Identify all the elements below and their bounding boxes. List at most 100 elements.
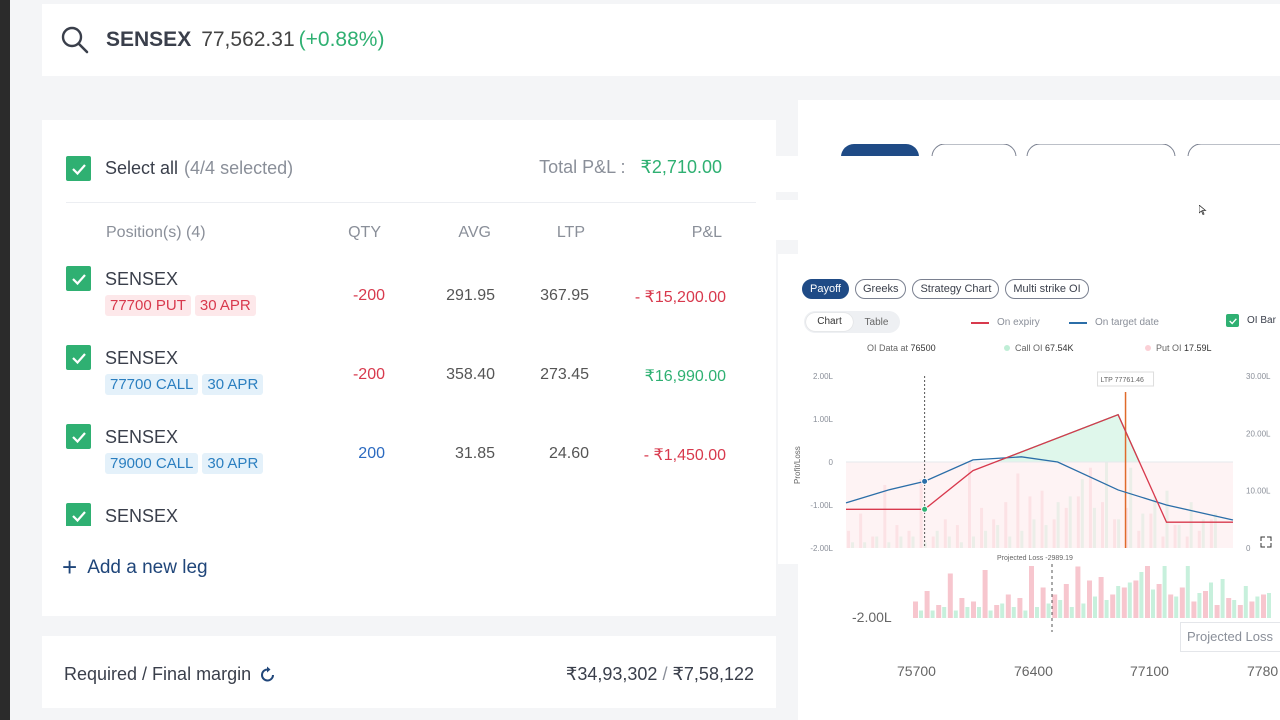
lower-put-bar — [1145, 566, 1150, 618]
total-pnl-label: Total P&L : — [539, 157, 626, 177]
lower-call-bar — [1023, 610, 1028, 618]
tab-payoff[interactable]: Payoff — [802, 279, 849, 299]
refresh-icon[interactable] — [259, 666, 277, 684]
profit-zone — [995, 414, 1140, 462]
qty-cell: 200 — [358, 445, 385, 462]
tab-greeks[interactable]: Greeks — [855, 279, 907, 299]
row-checkbox[interactable] — [66, 266, 91, 291]
lower-call-bar — [942, 607, 947, 618]
lower-put-bar — [1249, 601, 1255, 618]
lower-call-bar — [988, 610, 993, 618]
lower-call-bar — [1243, 586, 1248, 618]
lower-call-bar — [1267, 593, 1271, 618]
lower-call-bar — [1046, 603, 1051, 618]
lower-call-bar — [1255, 596, 1260, 618]
lower-put-bar — [1226, 598, 1232, 618]
lower-put-bar — [1214, 605, 1220, 618]
lower-x-tick: 76400 — [1014, 663, 1053, 679]
select-count: (4/4 selected) — [184, 158, 294, 178]
ltp-label: LTP 77761.46 — [1101, 377, 1144, 384]
margin-label: Required / Final margin — [64, 664, 277, 685]
tab-multi-strike-oi[interactable]: Multi strike OI — [1005, 279, 1089, 299]
strike-tag: 77700 PUT — [105, 295, 191, 316]
qty-cell: -200 — [352, 287, 385, 304]
y-tick-label: 0 — [829, 458, 834, 467]
final-margin: ₹7,58,122 — [672, 664, 754, 684]
ltp-cell: 24.60 — [548, 445, 589, 462]
lower-put-bar — [982, 570, 988, 618]
row-checkbox[interactable] — [66, 424, 91, 449]
avg-cell: 358.40 — [446, 366, 495, 383]
strike-tag: 79000 CALL — [105, 453, 199, 474]
lower-call-bar — [1197, 593, 1202, 618]
col-header-avg: AVG — [458, 224, 491, 241]
check-icon — [71, 431, 86, 443]
margin-separator: / — [662, 664, 668, 684]
ltp-label-box — [1097, 371, 1155, 387]
lower-put-bar — [1261, 594, 1266, 618]
position-row[interactable]: SENSEX 77700 PUT 30 APR -200 291.95 367.… — [66, 263, 756, 333]
margin-label-text: Required / Final margin — [64, 664, 252, 684]
lower-put-bar — [1098, 577, 1104, 618]
legend-on-target-date[interactable]: On target date — [1069, 317, 1159, 328]
payoff-chart[interactable]: 2.00L 1.00L 0 -1.00L -2.00L 30.00L 20.00L 10.0… — [778, 254, 1280, 564]
position-row[interactable]: SENSEX 77700 CALL 30 APR -200 358.40 273… — [66, 342, 756, 412]
lower-call-bar — [1151, 589, 1155, 618]
lower-call-bar — [1232, 600, 1237, 618]
view-toggle: Chart Table — [804, 311, 900, 333]
tab-strategy-chart[interactable]: Strategy Chart — [912, 279, 1000, 299]
expand-icon[interactable] — [1259, 535, 1273, 549]
lower-y-tick: -2.00L — [852, 609, 892, 625]
lower-put-bar — [1063, 584, 1069, 618]
lower-put-bar — [959, 598, 965, 618]
y2-tick-label: 30.00L — [1246, 372, 1271, 381]
window-edge — [0, 0, 10, 720]
qty-cell: -200 — [352, 366, 385, 383]
check-icon — [71, 352, 86, 364]
crosshair-point — [921, 505, 929, 513]
total-pnl-value: ₹2,710.00 — [640, 157, 722, 177]
y-tick-label: 1.00L — [813, 415, 834, 424]
call-oi-value: 67.54K — [1045, 343, 1074, 353]
lower-x-tick: 75700 — [897, 663, 936, 679]
lower-call-bar — [953, 610, 958, 618]
positions-card: Select all (4/4 selected) Total P&L : ₹2… — [42, 120, 776, 616]
instrument-header: SENSEX 77,562.31 (+0.88%) — [42, 4, 1280, 76]
select-all-row[interactable]: Select all (4/4 selected) — [66, 156, 293, 181]
lower-put-bar — [924, 591, 930, 618]
legend-on-expiry[interactable]: On expiry — [971, 317, 1040, 328]
avg-cell: 291.95 — [446, 287, 495, 304]
series-line-on-expiry — [846, 413, 1233, 523]
lower-put-bar — [1029, 566, 1034, 618]
lower-x-tick: 7780 — [1247, 663, 1279, 679]
lower-put-bar — [1179, 587, 1185, 618]
y-tick-label: 2.00L — [813, 372, 834, 381]
total-pnl: Total P&L : ₹2,710.00 — [539, 157, 722, 178]
instrument-change: (+0.88%) — [298, 28, 385, 51]
lower-put-bar — [913, 601, 918, 618]
position-row[interactable]: SENSEX — [66, 500, 756, 526]
toggle-chart[interactable]: Chart — [806, 313, 853, 331]
lower-call-bar — [965, 607, 970, 618]
check-icon — [71, 510, 86, 522]
row-checkbox[interactable] — [66, 345, 91, 370]
expand-icon-glyph — [1260, 536, 1272, 548]
call-oi-info: Call OI 67.54K — [1004, 343, 1074, 353]
oi-bars-toggle[interactable]: OI Bar — [1226, 314, 1276, 327]
margin-values: ₹34,93,302 / ₹7,58,122 — [566, 664, 754, 685]
divider — [66, 202, 756, 203]
lower-put-bar — [1110, 594, 1116, 618]
ghost-tabs — [841, 144, 1280, 156]
add-leg-button[interactable]: + Add a new leg — [62, 552, 208, 583]
search-icon[interactable] — [60, 25, 90, 55]
row-checkbox[interactable] — [66, 503, 91, 526]
position-row[interactable]: SENSEX 79000 CALL 30 APR 200 31.85 24.60… — [66, 421, 756, 491]
put-oi-value: 17.59L — [1184, 343, 1212, 353]
lower-call-bar — [1081, 603, 1086, 618]
overlay-strip — [757, 156, 1280, 192]
lower-call-bar — [1174, 596, 1179, 618]
oi-bars-checkbox[interactable] — [1226, 314, 1239, 327]
toggle-table[interactable]: Table — [864, 316, 889, 328]
select-all-checkbox[interactable] — [66, 156, 91, 181]
y2-tick-label: 0 — [1246, 544, 1251, 553]
